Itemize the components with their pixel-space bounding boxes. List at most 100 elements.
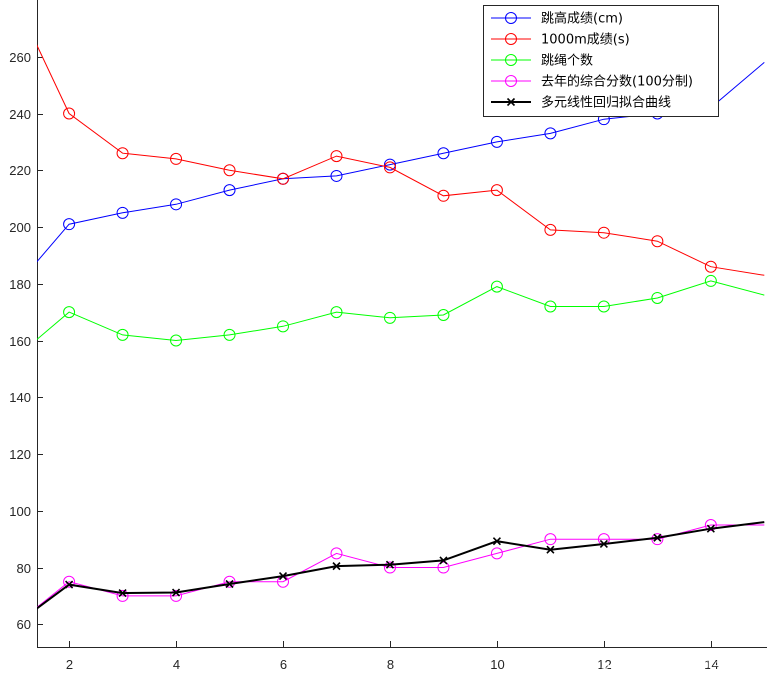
data-point-marker <box>116 206 129 219</box>
legend-label: 1000m成绩(s) <box>541 33 630 48</box>
series-4 <box>37 518 765 608</box>
data-point-marker <box>544 223 557 236</box>
data-point-marker <box>330 150 343 163</box>
y-tick-label: 140 <box>9 390 31 405</box>
series-line <box>37 44 765 276</box>
data-point-marker <box>170 334 183 347</box>
data-point-x-marker <box>385 560 395 569</box>
legend-label: 多元线性回归拟合曲线 <box>541 95 671 111</box>
data-point-marker <box>383 158 396 171</box>
data-point-marker <box>651 291 664 304</box>
legend-entry: 多元线性回归拟合曲线 <box>491 95 671 111</box>
series-2 <box>37 44 765 276</box>
data-point-marker <box>437 189 450 202</box>
data-point-x-marker <box>439 556 448 565</box>
data-point-x-marker <box>546 545 555 554</box>
x-tick-label: 12 <box>597 657 611 672</box>
y-tick-label: 180 <box>9 277 31 292</box>
data-point-marker <box>490 280 503 293</box>
x-tick-label: 10 <box>490 657 504 672</box>
data-point-marker <box>383 311 396 324</box>
data-point-marker <box>330 547 343 560</box>
y-tick-label: 260 <box>9 50 31 65</box>
data-point-marker <box>544 300 557 313</box>
x-tick-label: 6 <box>280 657 287 672</box>
data-point-marker <box>490 184 503 197</box>
x-tick-label: 4 <box>173 657 180 672</box>
data-point-marker <box>383 561 396 574</box>
y-tick-label: 240 <box>9 107 31 122</box>
data-point-x-marker <box>225 579 234 589</box>
legend-label: 跳高成绩(cm) <box>541 11 623 27</box>
x-tick-label: 14 <box>704 657 718 672</box>
data-point-marker <box>544 533 557 546</box>
data-point-marker <box>704 260 717 273</box>
legend-entry: 1000m成绩(s) <box>491 33 630 48</box>
legend-label: 去年的综合分数(100分制) <box>541 74 693 90</box>
axes <box>37 0 767 648</box>
data-point-marker <box>170 589 183 602</box>
y-tick-label: 200 <box>9 220 31 235</box>
y-tick-label: 60 <box>17 617 31 632</box>
x-tick-label: 2 <box>66 657 73 672</box>
data-point-x-marker <box>332 562 341 571</box>
legend-marker <box>505 54 517 66</box>
data-point-marker <box>437 147 450 160</box>
legend-marker <box>505 12 517 24</box>
data-point-marker <box>383 161 396 174</box>
watermark: CSDN @一支王同学 <box>590 655 728 673</box>
legend-marker <box>505 75 517 87</box>
legend-label: 跳绳个数 <box>541 54 593 69</box>
legend-x-marker <box>506 97 516 107</box>
data-point-x-marker <box>492 537 501 546</box>
data-point-x-marker <box>653 533 662 542</box>
y-tick-label: 100 <box>9 504 31 519</box>
legend-entry: 跳绳个数 <box>491 54 593 69</box>
legend-marker <box>505 33 517 45</box>
y-tick-label: 220 <box>9 163 31 178</box>
data-point-marker <box>330 169 343 182</box>
data-point-marker <box>116 147 129 160</box>
y-tick-label: 120 <box>9 447 31 462</box>
data-point-x-marker <box>278 571 288 581</box>
data-point-marker <box>490 547 503 560</box>
data-point-marker <box>490 135 503 148</box>
data-point-x-marker <box>171 588 181 597</box>
data-point-marker <box>63 575 76 588</box>
y-tick-label: 160 <box>9 334 31 349</box>
data-point-marker <box>597 300 610 313</box>
data-point-marker <box>223 328 236 341</box>
data-point-marker <box>223 164 236 177</box>
series-3 <box>37 274 765 347</box>
series-line <box>37 280 765 342</box>
series-group <box>37 44 765 610</box>
data-point-marker <box>704 518 717 531</box>
legend-box <box>483 5 719 117</box>
data-point-marker <box>170 152 183 165</box>
data-point-marker <box>63 306 76 319</box>
data-point-marker <box>437 561 450 574</box>
data-point-marker <box>116 328 129 341</box>
data-point-marker <box>544 127 557 140</box>
data-point-x-marker <box>599 539 608 549</box>
data-point-x-marker <box>706 524 715 533</box>
data-point-marker <box>651 235 664 248</box>
data-point-marker <box>223 575 236 588</box>
legend-entry: 跳高成绩(cm) <box>491 11 623 27</box>
y-tick-label: 80 <box>17 561 31 576</box>
data-point-marker <box>63 218 76 231</box>
data-point-marker <box>330 306 343 319</box>
tick-labels: 60 80 100 120 140 160 180 200 220 240 260 2 4 6 8 10 12 1… <box>9 50 718 672</box>
data-point-marker <box>223 184 236 197</box>
data-point-marker <box>277 172 290 185</box>
legend-entry: 去年的综合分数(100分制) <box>491 74 693 90</box>
data-point-marker <box>437 308 450 321</box>
data-point-marker <box>597 226 610 239</box>
data-point-marker <box>170 198 183 211</box>
data-point-marker <box>116 589 129 602</box>
data-point-marker <box>63 107 76 120</box>
data-point-x-marker <box>118 589 127 598</box>
